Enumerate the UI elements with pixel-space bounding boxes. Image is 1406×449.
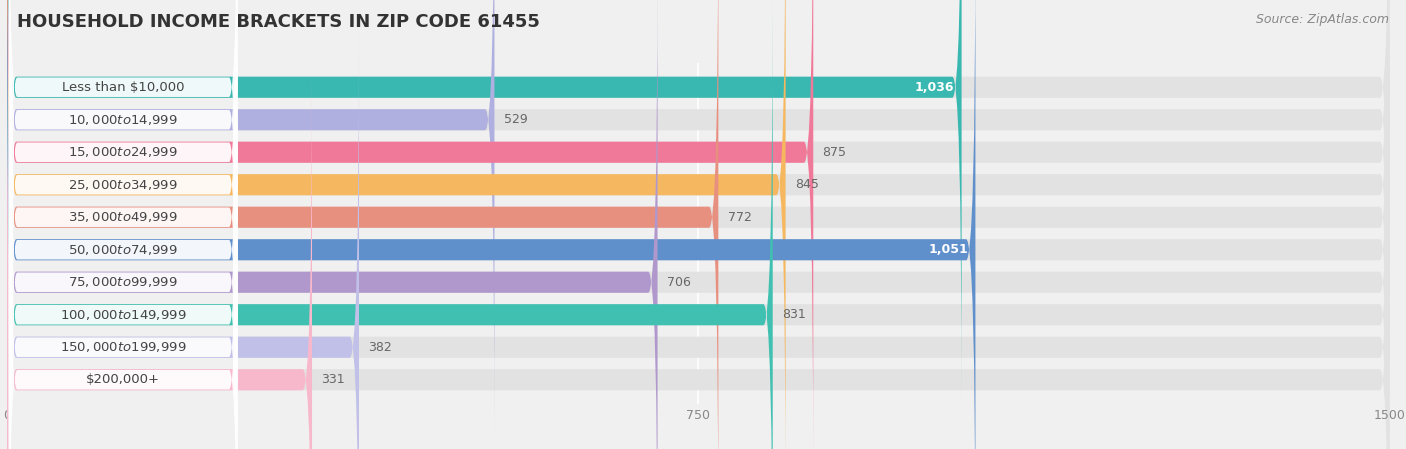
Text: $10,000 to $14,999: $10,000 to $14,999 [69, 113, 179, 127]
Text: Source: ZipAtlas.com: Source: ZipAtlas.com [1256, 13, 1389, 26]
FancyBboxPatch shape [7, 0, 976, 449]
FancyBboxPatch shape [7, 65, 312, 449]
Text: 1,051: 1,051 [928, 243, 969, 256]
FancyBboxPatch shape [7, 0, 813, 449]
FancyBboxPatch shape [7, 0, 1389, 449]
FancyBboxPatch shape [7, 0, 495, 434]
Text: 529: 529 [503, 113, 527, 126]
Text: $15,000 to $24,999: $15,000 to $24,999 [69, 145, 179, 159]
FancyBboxPatch shape [7, 0, 658, 449]
FancyBboxPatch shape [8, 0, 238, 449]
FancyBboxPatch shape [7, 0, 1389, 449]
FancyBboxPatch shape [8, 32, 238, 449]
FancyBboxPatch shape [8, 0, 238, 370]
Text: 845: 845 [794, 178, 818, 191]
FancyBboxPatch shape [7, 0, 1389, 449]
FancyBboxPatch shape [8, 0, 238, 402]
Text: $50,000 to $74,999: $50,000 to $74,999 [69, 243, 179, 257]
FancyBboxPatch shape [7, 0, 962, 402]
Text: $100,000 to $149,999: $100,000 to $149,999 [60, 308, 187, 322]
Text: HOUSEHOLD INCOME BRACKETS IN ZIP CODE 61455: HOUSEHOLD INCOME BRACKETS IN ZIP CODE 61… [17, 13, 540, 31]
Text: 706: 706 [666, 276, 690, 289]
Text: $150,000 to $199,999: $150,000 to $199,999 [60, 340, 187, 354]
FancyBboxPatch shape [7, 0, 786, 449]
Text: 331: 331 [321, 373, 344, 386]
Text: $35,000 to $49,999: $35,000 to $49,999 [69, 210, 179, 224]
FancyBboxPatch shape [7, 65, 1389, 449]
Text: 1,036: 1,036 [915, 81, 955, 94]
Text: $25,000 to $34,999: $25,000 to $34,999 [69, 178, 179, 192]
Text: $200,000+: $200,000+ [86, 373, 160, 386]
FancyBboxPatch shape [8, 0, 238, 449]
FancyBboxPatch shape [8, 65, 238, 449]
FancyBboxPatch shape [7, 0, 1389, 402]
Text: 382: 382 [368, 341, 392, 354]
Text: 875: 875 [823, 146, 846, 159]
FancyBboxPatch shape [8, 0, 238, 435]
FancyBboxPatch shape [8, 0, 238, 449]
Text: $75,000 to $99,999: $75,000 to $99,999 [69, 275, 179, 289]
Text: 772: 772 [727, 211, 751, 224]
Text: 831: 831 [782, 308, 806, 321]
FancyBboxPatch shape [7, 33, 359, 449]
Text: Less than $10,000: Less than $10,000 [62, 81, 184, 94]
FancyBboxPatch shape [7, 0, 1389, 449]
FancyBboxPatch shape [7, 0, 1389, 449]
FancyBboxPatch shape [8, 0, 238, 449]
FancyBboxPatch shape [7, 0, 773, 449]
FancyBboxPatch shape [7, 0, 1389, 434]
FancyBboxPatch shape [7, 0, 718, 449]
FancyBboxPatch shape [8, 97, 238, 449]
FancyBboxPatch shape [7, 0, 1389, 449]
FancyBboxPatch shape [7, 33, 1389, 449]
